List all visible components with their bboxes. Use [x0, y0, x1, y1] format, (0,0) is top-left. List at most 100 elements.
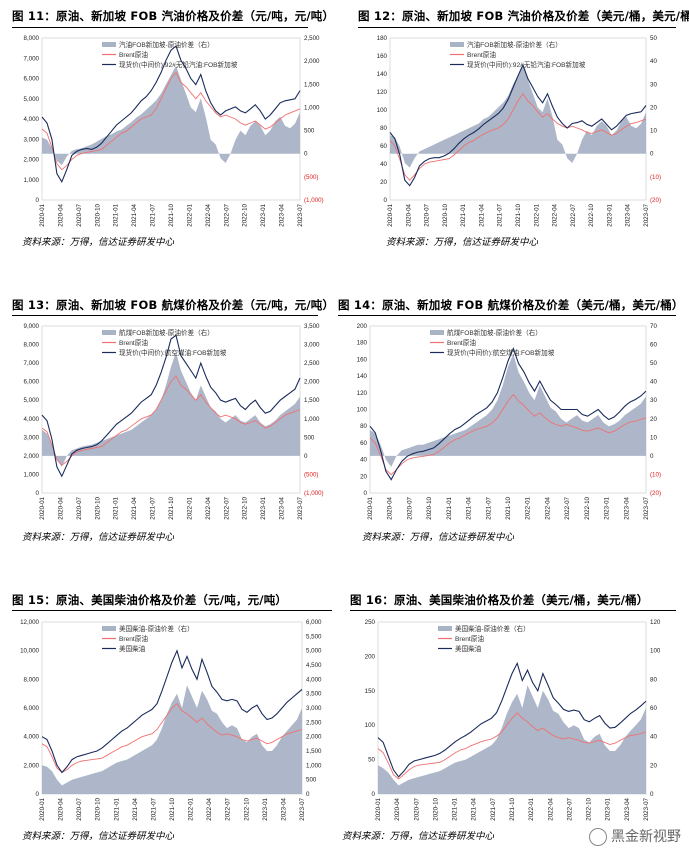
y-right-tick-label: 10 — [650, 128, 657, 135]
y-right-tick-label: 2,000 — [306, 734, 322, 741]
legend-label: 美国柴油-原油价差（右） — [119, 624, 194, 633]
x-tick-label: 2020-07 — [76, 496, 83, 519]
y-left-tick-label: 150 — [365, 688, 376, 695]
y-right-tick-label: (10) — [650, 174, 661, 181]
chart-15: 0 2,000 4,000 6,000 8,000 10,000 12,000 0 500 1,0… — [12, 614, 334, 824]
x-tick-label: 2020-07 — [76, 797, 83, 820]
y-left-tick-label: 20 — [360, 473, 367, 480]
y-left-tick-label: 160 — [377, 53, 388, 60]
legend-label: 美国柴油-原油价差（右） — [455, 624, 530, 633]
y-left-tick-label: 160 — [357, 356, 368, 363]
y-right-tick-label: 3,500 — [304, 323, 320, 330]
x-tick-label: 2020-01 — [367, 496, 374, 519]
figure-12-rule — [358, 27, 676, 28]
legend-label: Brent原油 — [447, 338, 476, 347]
y-left-tick-label: 1,000 — [24, 471, 40, 478]
y-right-tick-label: 40 — [650, 58, 657, 65]
x-tick-label: 2021-04 — [131, 496, 138, 519]
x-tick-label: 2020-04 — [394, 797, 401, 820]
y-left-tick-label: 9,000 — [24, 323, 40, 330]
series-area-spread — [42, 352, 300, 467]
x-tick-label: 2022-10 — [584, 496, 591, 519]
watermark-text: 黑金新视野 — [611, 829, 681, 845]
legend-label: 汽油FOB新加坡-原油价差（右） — [119, 40, 214, 49]
x-tick-label: 2021-07 — [150, 797, 157, 820]
y-right-tick-label: (500) — [304, 174, 318, 181]
legend-swatch-area — [102, 42, 116, 47]
x-tick-label: 2021-07 — [485, 496, 492, 519]
x-tick-label: 2023-04 — [280, 797, 287, 820]
y-left-tick-label: 8,000 — [24, 342, 40, 349]
x-tick-label: 2023-07 — [297, 496, 304, 519]
y-right-tick-label: 10 — [650, 434, 657, 441]
legend-label: Brent原油 — [119, 634, 148, 643]
x-tick-label: 2023-07 — [299, 797, 306, 820]
series-line-brent — [41, 703, 303, 774]
figure-16-rule — [350, 610, 676, 611]
figure-15-source: 资料来源：万得，信达证券研发中心 — [22, 831, 175, 842]
legend-label: 汽油FOB新加坡-原油价差（右） — [467, 40, 562, 49]
figure-11-source: 资料来源：万得，信达证券研发中心 — [22, 237, 175, 248]
x-tick-label: 2023-07 — [643, 496, 650, 519]
x-tick-label: 2022-07 — [566, 797, 573, 820]
y-right-tick-label: 5,000 — [306, 648, 322, 655]
y-left-tick-label: 0 — [36, 490, 40, 497]
y-left-tick-label: 0 — [372, 791, 376, 798]
y-right-tick-label: 0 — [304, 151, 308, 158]
figure-14-source: 资料来源：万得，信达证券研发中心 — [362, 532, 515, 543]
watermark: 黑金新视野 — [589, 826, 681, 846]
figure-12-source: 资料来源：万得，信达证券研发中心 — [386, 237, 539, 248]
x-tick-label: 2022-04 — [547, 797, 554, 820]
y-left-tick-label: 8,000 — [24, 35, 40, 42]
y-left-tick-label: 120 — [377, 89, 388, 96]
series-line-product — [41, 334, 301, 478]
y-right-tick-label: 120 — [650, 619, 661, 626]
x-tick-label: 2021-10 — [169, 797, 176, 820]
x-tick-label: 2022-01 — [528, 797, 535, 820]
x-tick-label: 2021-04 — [132, 797, 139, 820]
x-tick-label: 2023-04 — [279, 203, 286, 226]
y-right-tick-label: (10) — [650, 471, 661, 478]
y-left-tick-label: 80 — [380, 125, 387, 132]
x-tick-label: 2022-10 — [243, 797, 250, 820]
x-tick-label: 2021-07 — [490, 797, 497, 820]
x-tick-label: 2022-07 — [570, 203, 577, 226]
y-right-tick-label: 1,000 — [304, 104, 320, 111]
x-tick-label: 2021-01 — [113, 496, 120, 519]
y-right-tick-label: 2,500 — [304, 360, 320, 367]
legend-swatch-area — [430, 330, 444, 335]
chart-16: 0 50 100 150 200 250 0 20 40 60 80 100 120 2020-01 202… — [348, 614, 678, 824]
legend-label: 现货价(中间价):航空煤油:FOB新加坡 — [447, 348, 555, 357]
y-right-tick-label: 2,500 — [304, 35, 320, 42]
y-left-tick-label: 40 — [380, 161, 387, 168]
x-tick-label: 2023-04 — [625, 203, 632, 226]
legend-label: 美国柴油 — [119, 644, 146, 653]
y-right-tick-label: 2,000 — [304, 379, 320, 386]
x-tick-label: 2020-10 — [94, 496, 101, 519]
y-right-tick-label: 60 — [650, 705, 657, 712]
y-left-tick-label: 6,000 — [24, 76, 40, 83]
y-right-tick-label: 6,000 — [306, 619, 322, 626]
x-tick-label: 2022-10 — [242, 496, 249, 519]
x-tick-label: 2021-10 — [509, 797, 516, 820]
x-tick-label: 2022-01 — [533, 203, 540, 226]
x-tick-label: 2023-01 — [605, 797, 612, 820]
chart-svg: 0 20 40 60 80 100 120 140 160 180 200 (20) (10) 0 10 20… — [357, 323, 661, 520]
figure-14-rule — [338, 315, 676, 316]
chart-svg: 0 1,000 2,000 3,000 4,000 5,000 6,000 7,000 8,00… — [24, 323, 324, 520]
y-left-tick-label: 250 — [365, 619, 376, 626]
figure-13-title: 图 13：原油、新加坡 FOB 航煤价格及价差（元/吨，元/吨） — [12, 298, 335, 312]
series-area-spread — [42, 685, 302, 794]
x-tick-label: 2023-01 — [606, 203, 613, 226]
legend-label: 现货价(中间价):航空煤油:FOB新加坡 — [119, 348, 227, 357]
x-tick-label: 2022-07 — [564, 496, 571, 519]
y-left-tick-label: 6,000 — [24, 379, 40, 386]
y-left-tick-label: 1,000 — [24, 177, 40, 184]
legend-label: 航煤FOB新加坡-原油价差（右） — [447, 328, 542, 337]
y-right-tick-label: 20 — [650, 104, 657, 111]
y-right-tick-label: 5,500 — [306, 633, 322, 640]
x-tick-label: 2020-10 — [442, 203, 449, 226]
y-left-tick-label: 60 — [360, 440, 367, 447]
x-tick-label: 2023-04 — [623, 496, 630, 519]
x-tick-label: 2020-01 — [387, 203, 394, 226]
